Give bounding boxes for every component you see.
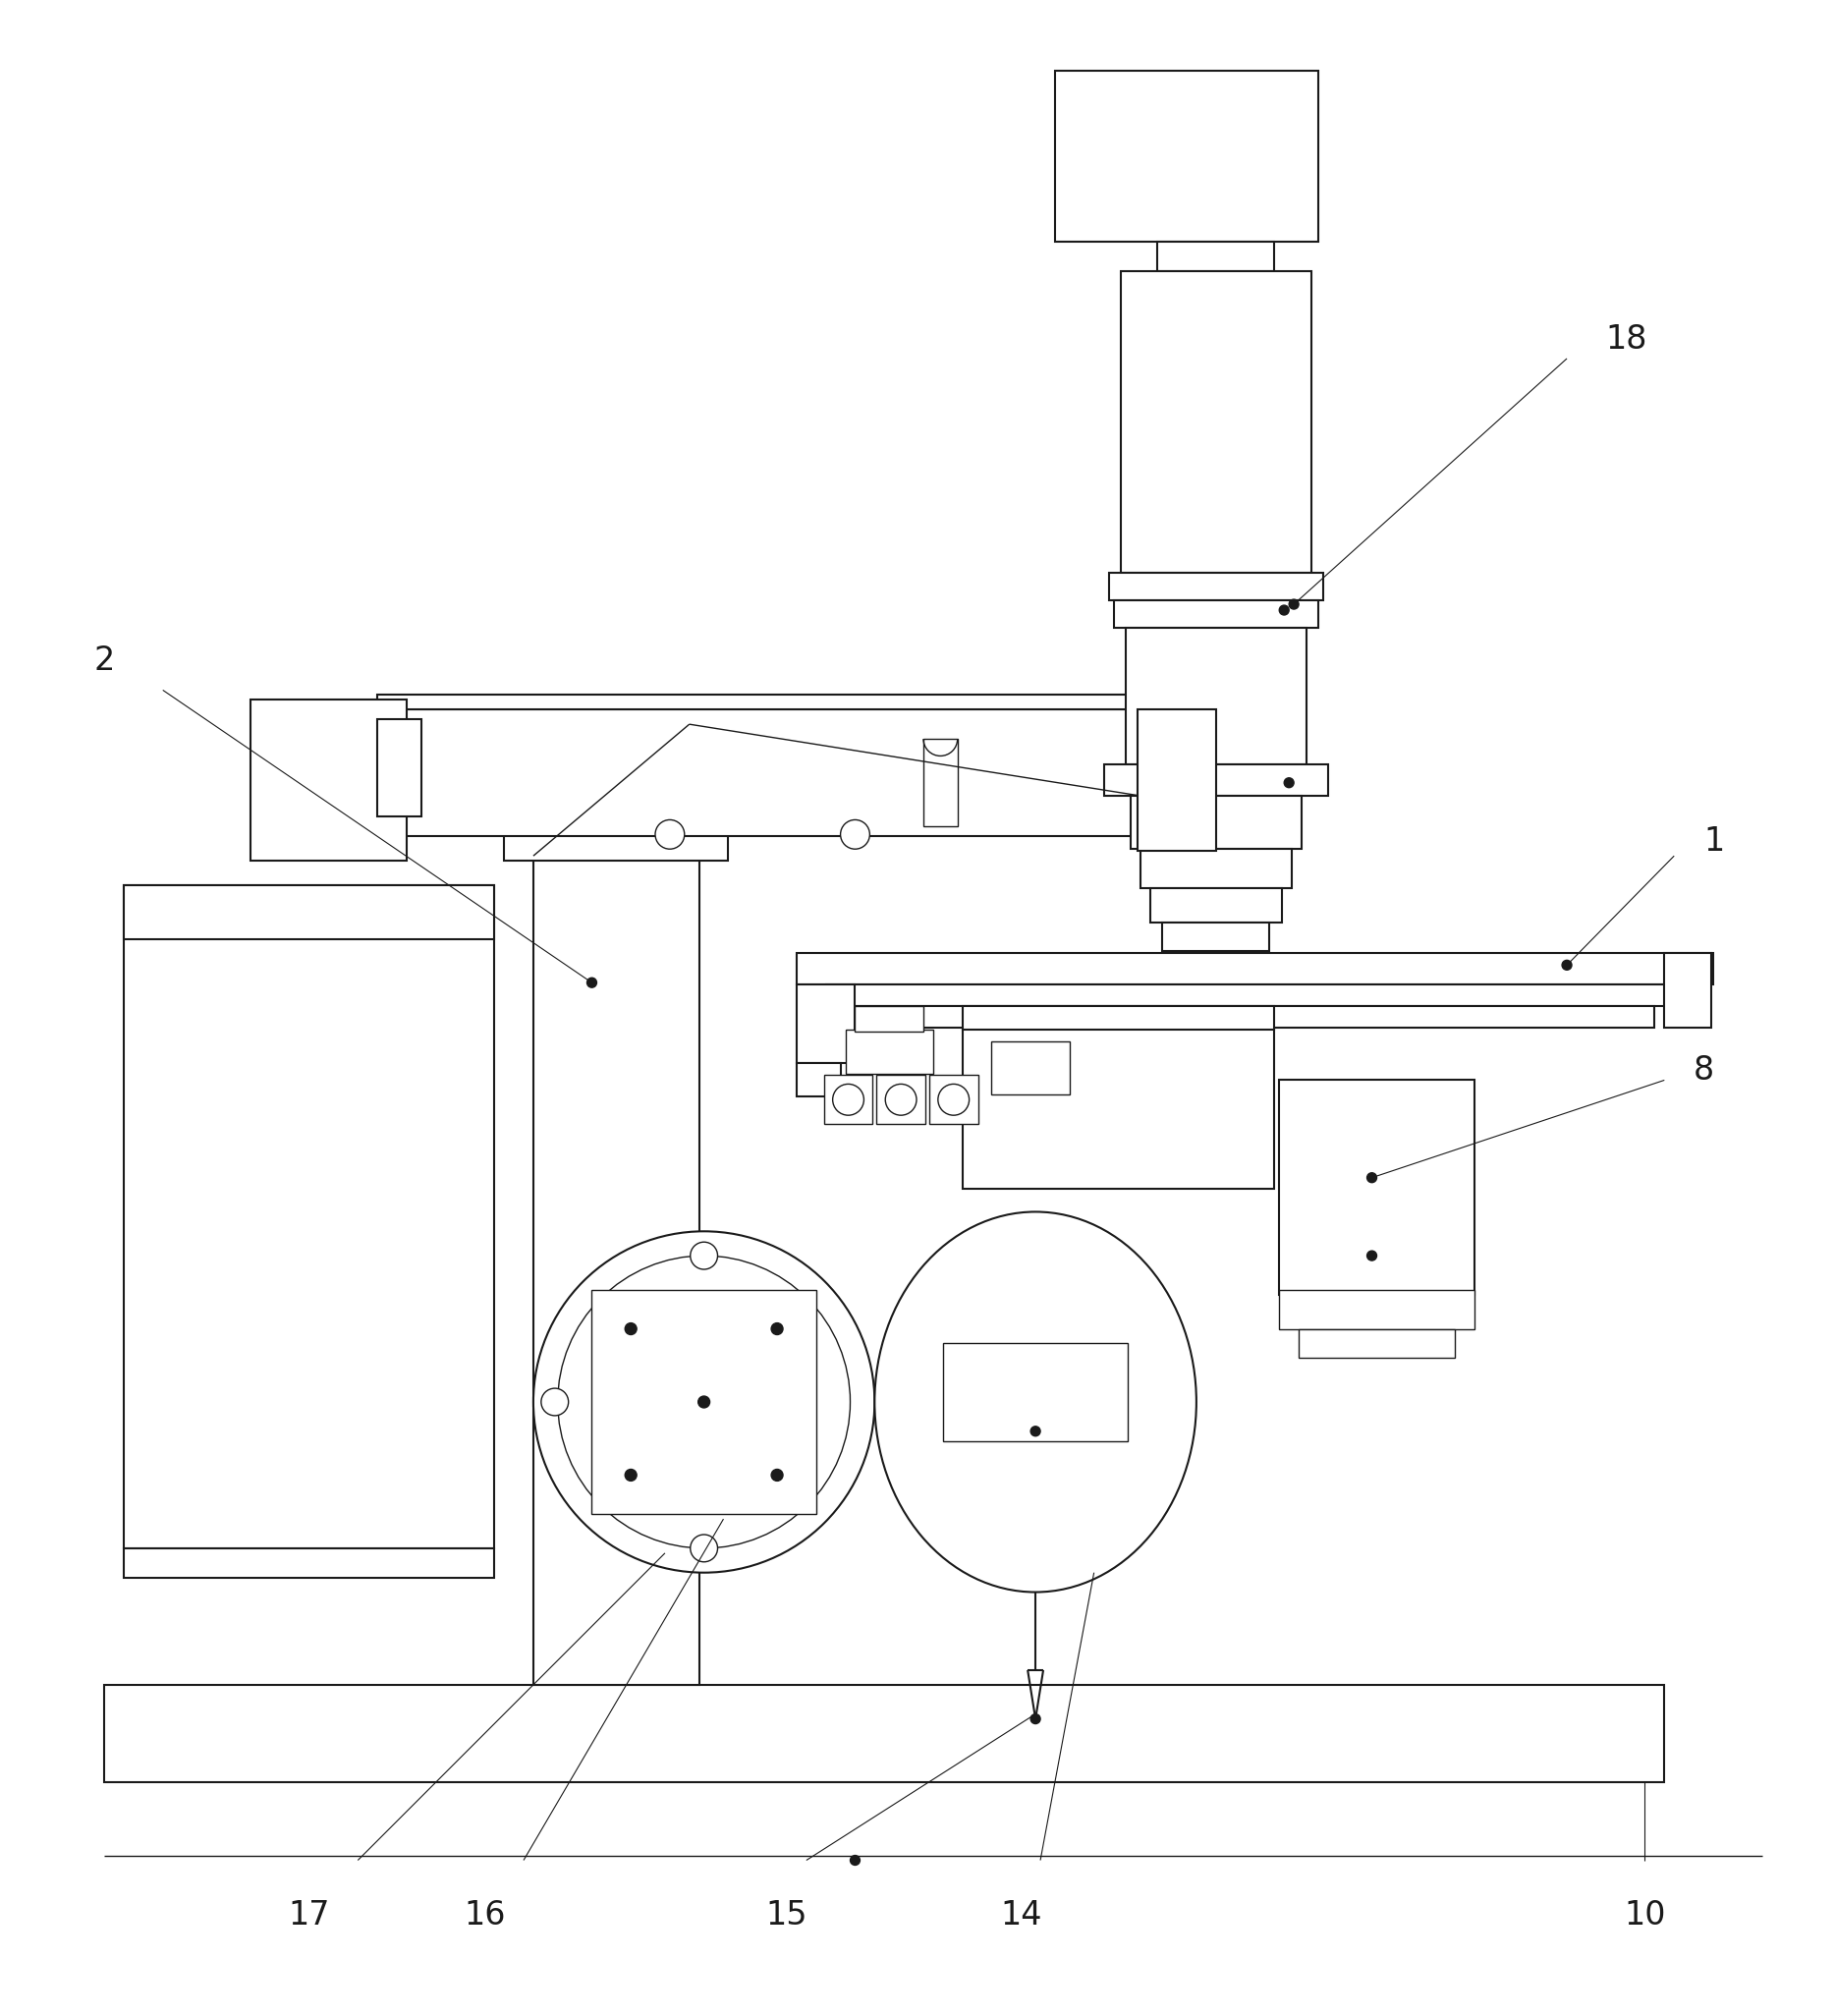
Circle shape <box>626 1470 637 1482</box>
Circle shape <box>1284 778 1294 788</box>
Text: 8: 8 <box>1694 1054 1714 1087</box>
Bar <box>824 1075 873 1125</box>
Circle shape <box>938 1085 969 1115</box>
Bar <box>1121 270 1312 573</box>
Bar <box>943 1343 1129 1441</box>
Text: 15: 15 <box>765 1899 807 1931</box>
Text: 1: 1 <box>1703 825 1725 857</box>
Bar <box>923 738 958 827</box>
Bar <box>991 1040 1070 1095</box>
Bar <box>251 700 407 861</box>
Bar <box>962 1028 1273 1187</box>
Bar <box>1108 573 1323 601</box>
Circle shape <box>626 1322 637 1335</box>
Circle shape <box>771 1470 784 1482</box>
Circle shape <box>558 1256 850 1548</box>
Bar <box>962 1006 1273 1030</box>
Circle shape <box>833 1085 864 1115</box>
Bar <box>796 984 855 1062</box>
Circle shape <box>534 1232 875 1572</box>
Bar <box>1138 710 1217 851</box>
Bar <box>123 1548 494 1577</box>
Bar <box>1103 764 1329 796</box>
Circle shape <box>697 1397 710 1407</box>
Bar <box>1130 796 1301 849</box>
Circle shape <box>771 1322 784 1335</box>
Bar <box>123 885 494 1548</box>
Bar <box>1664 954 1712 1028</box>
Circle shape <box>690 1534 717 1562</box>
Bar <box>796 1062 840 1097</box>
Bar <box>1151 889 1283 921</box>
Bar <box>378 710 1176 837</box>
Bar <box>846 1030 934 1073</box>
Bar <box>1279 1081 1474 1294</box>
Circle shape <box>850 1855 861 1865</box>
Circle shape <box>690 1242 717 1270</box>
Circle shape <box>1367 1173 1376 1183</box>
Circle shape <box>1288 599 1299 609</box>
Bar <box>855 1006 1655 1028</box>
Circle shape <box>840 821 870 849</box>
Text: 16: 16 <box>464 1899 505 1931</box>
Bar <box>378 696 1176 710</box>
Bar <box>505 831 728 861</box>
Circle shape <box>884 1085 916 1115</box>
Ellipse shape <box>875 1212 1196 1593</box>
Bar <box>1114 601 1318 627</box>
Circle shape <box>1367 1250 1376 1260</box>
Bar <box>1127 627 1307 764</box>
Bar <box>1279 1290 1474 1329</box>
Circle shape <box>655 821 684 849</box>
Text: 2: 2 <box>94 645 116 677</box>
Bar <box>826 984 1685 1006</box>
Text: 10: 10 <box>1624 1899 1666 1931</box>
Bar <box>877 1075 925 1125</box>
Bar <box>855 1006 923 1032</box>
Bar <box>1162 921 1270 952</box>
Circle shape <box>1279 605 1288 615</box>
Circle shape <box>1031 1714 1040 1724</box>
Circle shape <box>587 978 596 988</box>
Bar <box>105 1685 1664 1782</box>
Circle shape <box>1562 960 1573 970</box>
Bar <box>1299 1329 1455 1359</box>
Bar <box>123 885 494 939</box>
Bar <box>593 1290 817 1514</box>
Bar <box>378 720 422 816</box>
Bar <box>534 857 699 1685</box>
Text: 14: 14 <box>1000 1899 1042 1931</box>
Bar <box>929 1075 978 1125</box>
Circle shape <box>1031 1427 1040 1435</box>
Circle shape <box>541 1389 569 1415</box>
Bar <box>1158 242 1273 270</box>
Text: 17: 17 <box>288 1899 330 1931</box>
Text: 18: 18 <box>1606 323 1648 355</box>
Bar <box>1141 849 1292 889</box>
Bar <box>1055 71 1318 242</box>
Bar <box>796 954 1714 984</box>
